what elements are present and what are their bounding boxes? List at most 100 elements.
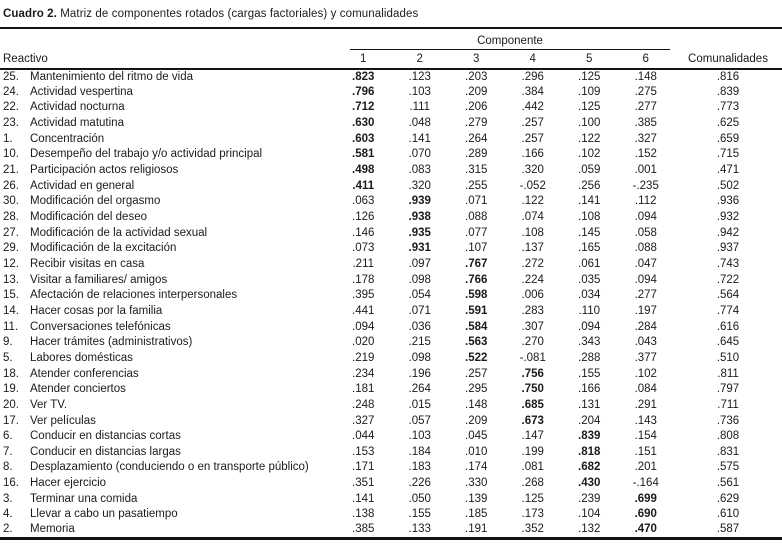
item-label: Actividad nocturna [30, 101, 125, 114]
loading-cell: .320 [521, 164, 544, 177]
item-number: 10. [3, 148, 19, 161]
loading-cell: .272 [521, 257, 544, 270]
loading-cell: .275 [634, 85, 657, 98]
loading-cell: .498 [352, 164, 375, 177]
item-number: 2. [3, 523, 13, 536]
loading-cell: .151 [634, 445, 657, 458]
loading-cell: .103 [408, 430, 431, 443]
loading-cell: .084 [634, 383, 657, 396]
reactivo-cell: 14. Hacer cosas por la familia [0, 304, 335, 320]
item-label: Mantenimiento del ritmo de vida [30, 70, 193, 83]
item-number: 12. [3, 257, 19, 270]
loading-cell: .045 [465, 430, 488, 443]
loading-cell: .054 [408, 289, 431, 302]
comunalidad-cell: .629 [716, 492, 740, 505]
loading-cell: .330 [465, 477, 488, 490]
loading-cell: .036 [408, 320, 431, 333]
item-label: Llevar a cabo un pasatiempo [30, 508, 178, 521]
reactivo-cell: 24. Actividad vespertina [0, 85, 335, 101]
comunalidad-cell: .625 [716, 117, 740, 130]
table-row: 26. Actividad en general .411 .320 .255 -.052… [0, 179, 782, 195]
table-row: 9. Hacer trámites (administrativos) .020 .2… [0, 335, 782, 351]
reactivo-cell: 29. Modificación de la excitación [0, 241, 335, 257]
column-header-comunalidades: Comunalidades [674, 50, 782, 70]
item-label: Hacer cosas por la familia [30, 304, 163, 317]
loading-cell: .112 [634, 195, 657, 208]
loading-cell: .034 [578, 289, 601, 302]
reactivo-cell: 23. Actividad matutina [0, 116, 335, 132]
item-number: 3. [3, 492, 13, 505]
loading-cell: .141 [352, 492, 375, 505]
loading-cell: .209 [465, 85, 488, 98]
loading-cell: .094 [578, 320, 601, 333]
loading-cell: .145 [578, 226, 601, 239]
loading-cell: .291 [634, 398, 657, 411]
loading-cell: .270 [521, 336, 544, 349]
table-row: 14. Hacer cosas por la familia .441 .071 .59… [0, 304, 782, 320]
table-caption-text: Matriz de componentes rotados (cargas fa… [56, 8, 419, 20]
loading-cell: .385 [634, 117, 657, 130]
loading-cell: .111 [409, 101, 431, 114]
loading-cell: .756 [521, 367, 544, 380]
loading-cell: .239 [578, 492, 601, 505]
loading-cell: .097 [408, 257, 431, 270]
reactivo-cell: 19. Atender conciertos [0, 382, 335, 398]
comunalidad-cell: .610 [716, 508, 740, 521]
item-number: 8. [3, 461, 13, 474]
loading-cell: .035 [578, 273, 601, 286]
reactivo-cell: 15. Afectación de relaciones interpersona… [0, 288, 335, 304]
loading-cell: .047 [634, 257, 657, 270]
loading-cell: .839 [578, 430, 601, 443]
loading-cell: .206 [465, 101, 488, 114]
table-row: 1. Concentración .603 .141 .264 .257 .122 .327.… [0, 132, 782, 148]
item-label: Desplazamiento (conduciendo o en transpo… [30, 461, 309, 474]
loading-cell: .070 [408, 148, 431, 161]
item-label: Memoria [30, 523, 75, 536]
loading-cell: .146 [352, 226, 375, 239]
comunalidad-cell: .839 [716, 85, 740, 98]
reactivo-cell: 5. Labores domésticas [0, 351, 335, 367]
table-caption: Cuadro 2. Matriz de componentes rotados … [0, 0, 782, 27]
comunalidad-cell: .502 [716, 179, 740, 192]
loading-cell: .673 [521, 414, 544, 427]
loading-cell: .307 [521, 320, 544, 333]
loading-cell: .010 [465, 445, 488, 458]
loading-cell: .126 [352, 210, 375, 223]
comunalidad-cell: .587 [674, 523, 782, 541]
comunalidad-cell: .816 [716, 70, 740, 83]
loading-cell: .470 [617, 523, 675, 541]
comunalidad-cell: .808 [716, 430, 740, 443]
reactivo-cell: 11. Conversaciones telefónicas [0, 320, 335, 336]
loading-cell: .699 [634, 492, 657, 505]
loading-cell: .006 [521, 289, 544, 302]
loading-cell: .284 [634, 320, 657, 333]
loading-cell: .288 [578, 351, 601, 364]
loading-cell: .001 [634, 164, 657, 177]
loading-cell: .141 [578, 195, 601, 208]
item-number: 20. [3, 398, 19, 411]
loading-cell: .257 [521, 132, 544, 145]
loading-cell: .442 [521, 101, 544, 114]
loading-cell: .343 [578, 336, 601, 349]
table-row: 23. Actividad matutina .630 .048 .279 .257 .10… [0, 116, 782, 132]
loading-cell: .690 [634, 508, 657, 521]
loading-cell: .264 [408, 383, 431, 396]
loading-cell: .204 [578, 414, 601, 427]
table-row: 20. Ver TV. .248 .015 .148 .685 .131 .291 .711 [0, 398, 782, 414]
loading-cell: .094 [634, 210, 657, 223]
item-label: Conducir en distancias largas [30, 445, 181, 458]
loading-cell: .522 [465, 351, 488, 364]
loading-cell: .061 [578, 257, 601, 270]
loading-cell: .094 [634, 273, 657, 286]
loading-cell: .430 [578, 477, 601, 490]
reactivo-cell: 25. Mantenimiento del ritmo de vida [0, 69, 335, 85]
table-row: 30. Modificación del orgasmo .063 .939 .071.… [0, 194, 782, 210]
reactivo-cell: 4. Llevar a cabo un pasatiempo [0, 507, 335, 523]
loading-cell: .103 [408, 85, 431, 98]
item-label: Hacer ejercicio [30, 477, 107, 490]
loading-cell: .122 [521, 195, 544, 208]
loading-cell: .352 [504, 523, 561, 541]
reactivo-cell: 28. Modificación del deseo [0, 210, 335, 226]
loading-cell: .071 [465, 195, 488, 208]
reactivo-cell: 6. Conducir en distancias cortas [0, 429, 335, 445]
